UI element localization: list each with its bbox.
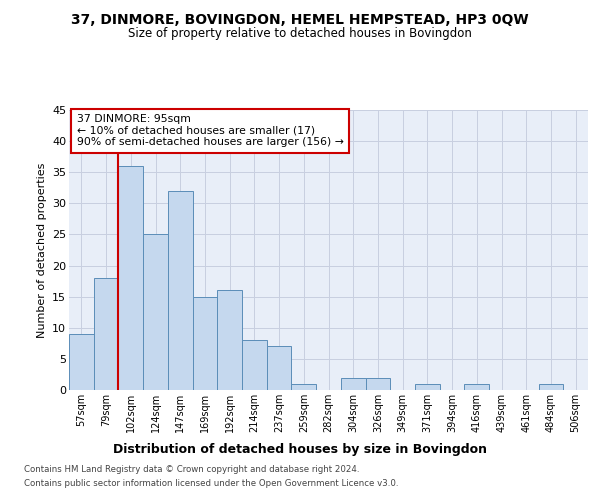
Text: Size of property relative to detached houses in Bovingdon: Size of property relative to detached ho… xyxy=(128,28,472,40)
Bar xyxy=(69,334,94,390)
Bar xyxy=(341,378,365,390)
Text: Contains public sector information licensed under the Open Government Licence v3: Contains public sector information licen… xyxy=(24,479,398,488)
Bar xyxy=(242,340,267,390)
Bar xyxy=(193,296,217,390)
Bar xyxy=(415,384,440,390)
Bar xyxy=(168,191,193,390)
Bar xyxy=(292,384,316,390)
Y-axis label: Number of detached properties: Number of detached properties xyxy=(37,162,47,338)
Bar xyxy=(94,278,118,390)
Text: Distribution of detached houses by size in Bovingdon: Distribution of detached houses by size … xyxy=(113,442,487,456)
Bar xyxy=(217,290,242,390)
Text: 37, DINMORE, BOVINGDON, HEMEL HEMPSTEAD, HP3 0QW: 37, DINMORE, BOVINGDON, HEMEL HEMPSTEAD,… xyxy=(71,12,529,26)
Bar xyxy=(267,346,292,390)
Bar xyxy=(143,234,168,390)
Bar xyxy=(118,166,143,390)
Text: Contains HM Land Registry data © Crown copyright and database right 2024.: Contains HM Land Registry data © Crown c… xyxy=(24,466,359,474)
Bar xyxy=(539,384,563,390)
Bar xyxy=(464,384,489,390)
Text: 37 DINMORE: 95sqm
← 10% of detached houses are smaller (17)
90% of semi-detached: 37 DINMORE: 95sqm ← 10% of detached hous… xyxy=(77,114,344,148)
Bar xyxy=(365,378,390,390)
